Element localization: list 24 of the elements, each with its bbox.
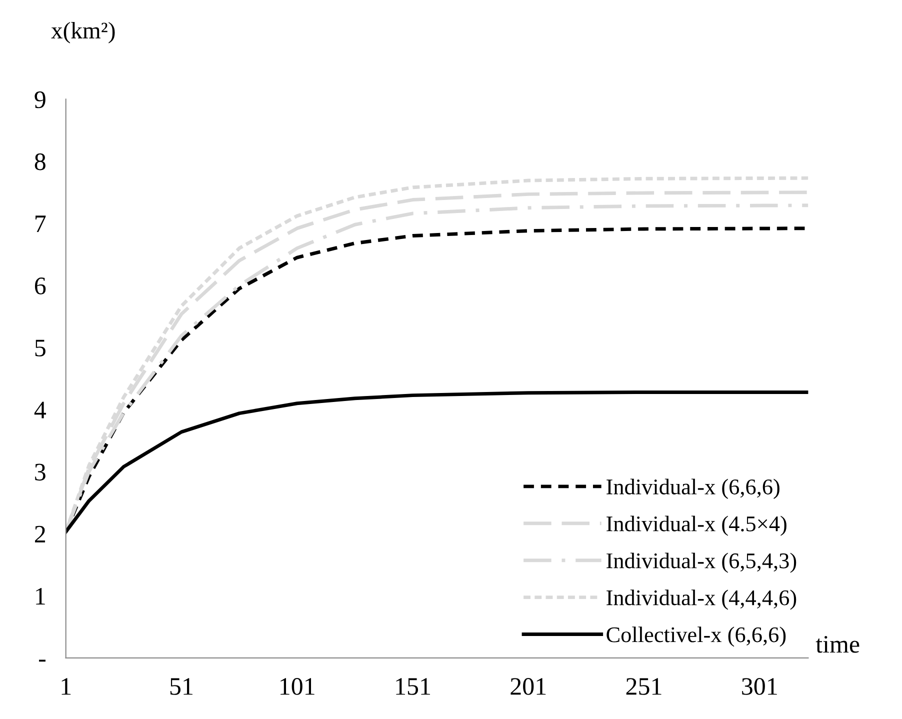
x-tick-label: 151 bbox=[396, 678, 430, 695]
y-tick-label: 6 bbox=[34, 278, 46, 294]
x-tick-label: 51 bbox=[170, 678, 192, 695]
x-tick-label: 201 bbox=[510, 678, 546, 695]
y-tick-label: 4 bbox=[34, 402, 46, 418]
x-tick-label: 1 bbox=[62, 678, 71, 695]
legend-label: Individual-x (6,6,6) bbox=[606, 478, 780, 499]
y-tick-label: 9 bbox=[34, 91, 46, 108]
legend-label: Individual-x (4.5×4) bbox=[606, 516, 786, 536]
x-tick-label: 301 bbox=[742, 678, 777, 695]
y-tick-label: 8 bbox=[34, 153, 46, 170]
y-tick-label: 5 bbox=[35, 340, 46, 356]
x-axis-title: time bbox=[816, 636, 860, 653]
y-tick-label: - bbox=[39, 660, 46, 662]
x-tick-label: 101 bbox=[280, 678, 314, 695]
x-tick-label: 251 bbox=[626, 678, 662, 695]
legend-label: Collectivel-x (6,6,6) bbox=[606, 626, 786, 647]
legend-label: Individual-x (6,5,4,3) bbox=[606, 552, 796, 573]
y-tick-label: 1 bbox=[36, 588, 45, 604]
y-tick-label: 7 bbox=[36, 216, 46, 232]
y-tick-label: 3 bbox=[35, 464, 46, 481]
y-tick-label: 2 bbox=[35, 526, 46, 542]
y-axis-title: x(km²) bbox=[51, 22, 115, 44]
legend-label: Individual-x (4,4,4,6) bbox=[606, 590, 796, 610]
